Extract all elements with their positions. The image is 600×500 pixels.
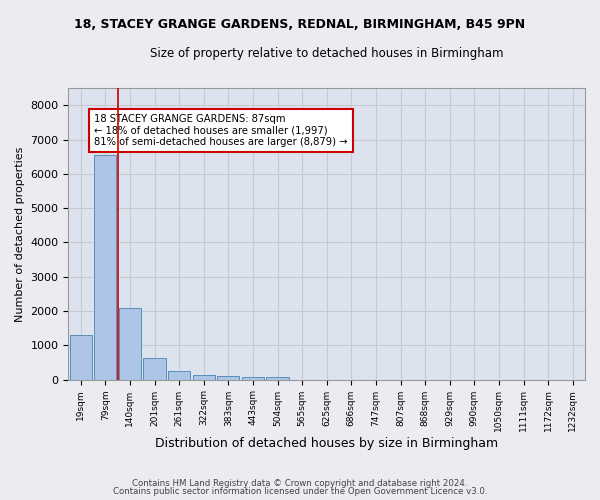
Bar: [242, 377, 264, 380]
Title: Size of property relative to detached houses in Birmingham: Size of property relative to detached ho…: [150, 48, 503, 60]
Text: 18, STACEY GRANGE GARDENS, REDNAL, BIRMINGHAM, B45 9PN: 18, STACEY GRANGE GARDENS, REDNAL, BIRMI…: [74, 18, 526, 30]
X-axis label: Distribution of detached houses by size in Birmingham: Distribution of detached houses by size …: [155, 437, 498, 450]
Bar: [94, 154, 116, 380]
Y-axis label: Number of detached properties: Number of detached properties: [15, 146, 25, 322]
Bar: [119, 308, 141, 380]
Bar: [70, 335, 92, 380]
Text: Contains HM Land Registry data © Crown copyright and database right 2024.: Contains HM Land Registry data © Crown c…: [132, 478, 468, 488]
Bar: [266, 377, 289, 380]
Text: Contains public sector information licensed under the Open Government Licence v3: Contains public sector information licen…: [113, 487, 487, 496]
Text: 18 STACEY GRANGE GARDENS: 87sqm
← 18% of detached houses are smaller (1,997)
81%: 18 STACEY GRANGE GARDENS: 87sqm ← 18% of…: [94, 114, 348, 147]
Bar: [217, 376, 239, 380]
Bar: [168, 370, 190, 380]
Bar: [143, 358, 166, 380]
Bar: [193, 375, 215, 380]
